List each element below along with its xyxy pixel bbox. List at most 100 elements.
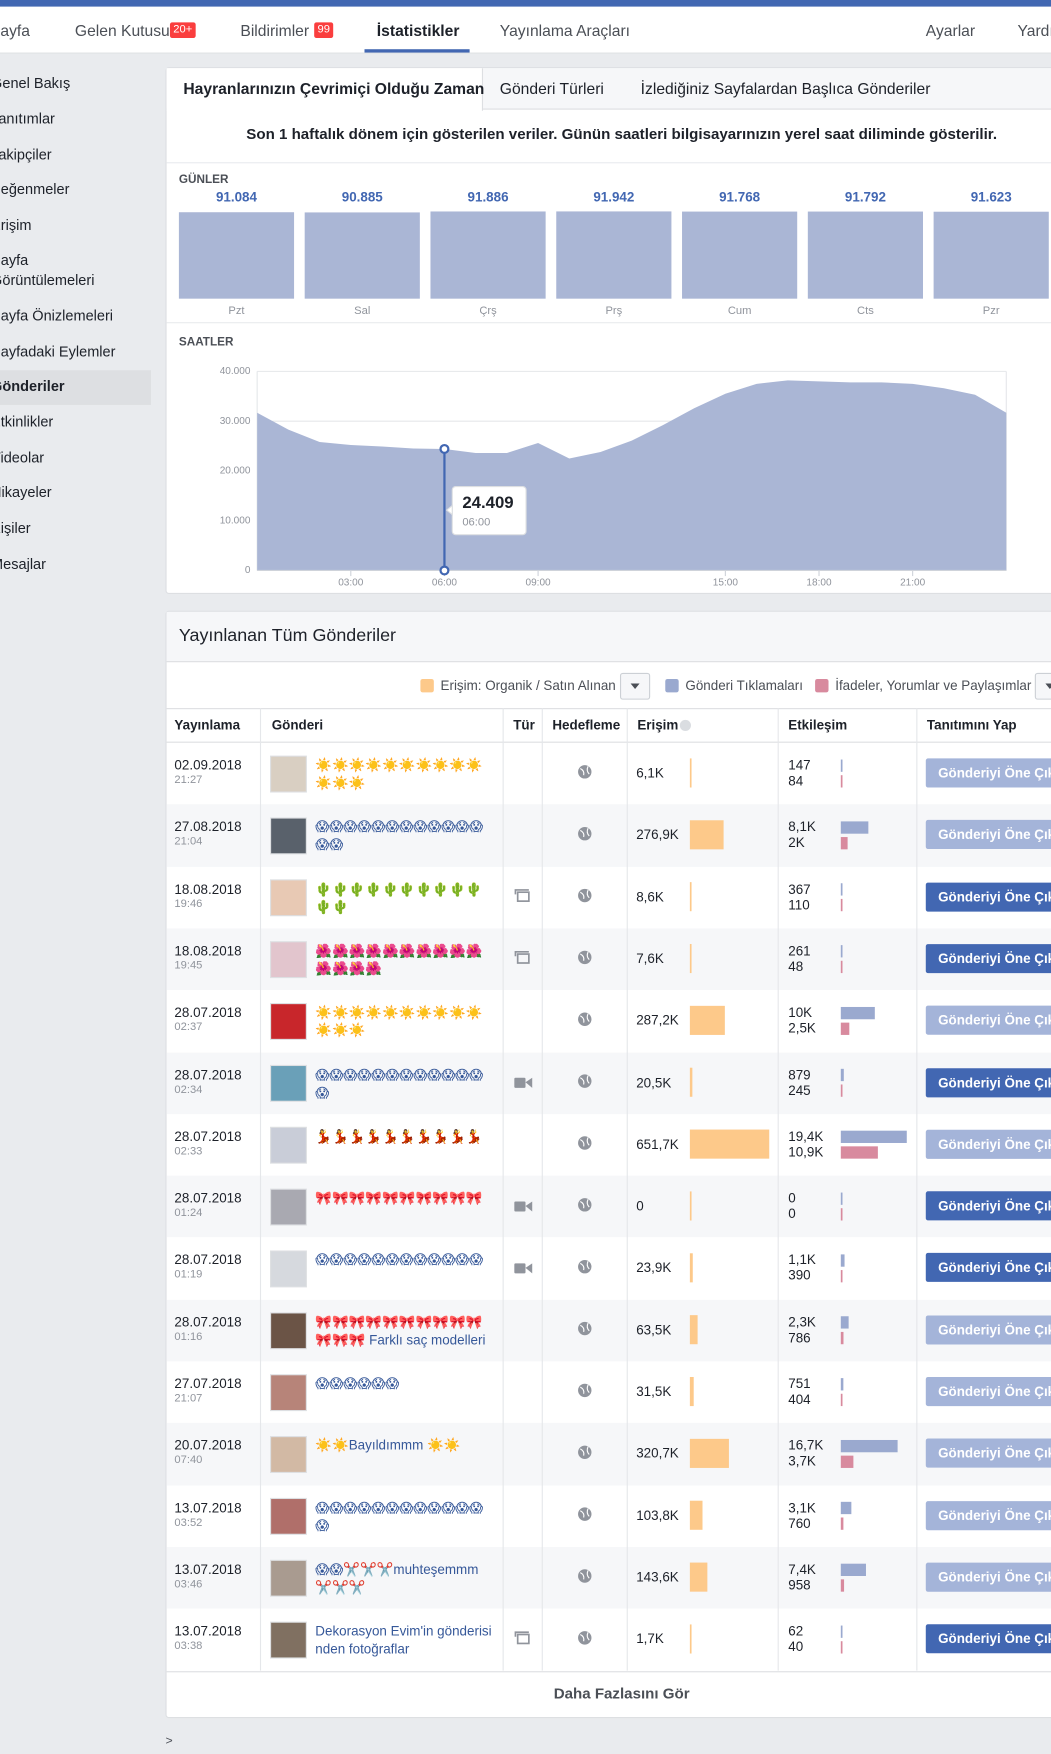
sidebar-item[interactable]: Videolar — [0, 449, 45, 466]
post-date: 13.07.2018 — [174, 1499, 242, 1516]
boost-button[interactable]: Gönderiyi Öne Çıkar — [925, 943, 1051, 974]
sidebar-active-bg — [0, 370, 151, 405]
reactions-label: 404 — [788, 1391, 811, 1408]
boost-button[interactable]: Gönderiyi Öne Çıkar — [925, 1562, 1051, 1592]
post-text[interactable]: 😱😱✂️✂️✂️muhteşemmm✂️✂️✂️ — [315, 1561, 479, 1596]
clicks-label: 62 — [788, 1623, 804, 1639]
reactions-label: 48 — [788, 958, 804, 975]
sidebar-item[interactable]: Etkinlikler — [0, 413, 54, 431]
reach-label: 0 — [636, 1198, 644, 1214]
sidebar-item[interactable]: Sayfadaki Eylemler — [0, 342, 116, 360]
boost-button[interactable]: Gönderiyi Öne Çıkar — [925, 1315, 1051, 1345]
boost-button[interactable]: Gönderiyi Öne Çıkar — [925, 1191, 1051, 1221]
sidebar-item[interactable]: Beğenmeler — [0, 180, 70, 198]
nav-item[interactable]: Yayınlama Araçları — [499, 21, 631, 40]
post-text[interactable]: 🌺🌺🌺🌺🌺🌺🌺🌺🌺🌺🌺🌺🌺🌺 — [315, 942, 483, 977]
nav-item[interactable]: Bildirimler — [240, 21, 310, 40]
sidebar-item[interactable]: Takipçiler — [0, 145, 52, 163]
top-bar — [0, 0, 1051, 7]
boost-button[interactable]: Gönderiyi Öne Çıkar — [925, 758, 1051, 788]
column-header: Yayınlama — [174, 717, 241, 733]
clicks-label: 147 — [788, 757, 811, 773]
post-text[interactable]: 😱😱😱😱😱😱😱😱😱😱😱😱 — [315, 1252, 484, 1268]
clicks-label: 10K — [788, 1004, 813, 1021]
post-text[interactable]: ☀️☀️☀️☀️☀️☀️☀️☀️☀️☀️☀️☀️☀️ — [315, 1004, 483, 1039]
post-text[interactable]: ☀️☀️☀️☀️☀️☀️☀️☀️☀️☀️☀️☀️☀️ — [315, 757, 483, 791]
post-text[interactable]: 💃💃💃💃💃💃💃💃💃💃 — [315, 1128, 483, 1145]
reach-label: 20,5K — [636, 1074, 672, 1091]
nav-item[interactable]: Gelen Kutusu — [74, 21, 170, 40]
post-text[interactable]: ☀️☀️Bayıldımmm ☀️☀️ — [315, 1437, 461, 1454]
boost-button[interactable]: Gönderiyi Öne Çıkar — [925, 882, 1051, 912]
column-header: Gönderi — [271, 717, 324, 733]
nav-item[interactable]: İstatistikler — [376, 21, 460, 40]
sidebar-item[interactable]: Hikayeler — [0, 483, 52, 501]
sidebar-item[interactable]: Mesajlar — [0, 555, 46, 573]
post-text[interactable]: Dekorasyon Evim'in gönderisinden fotoğra… — [315, 1623, 492, 1657]
post-date: 13.07.2018 — [174, 1623, 242, 1639]
post-time: 21:27 — [174, 774, 203, 787]
reach-label: 63,5K — [636, 1321, 672, 1338]
post-date: 28.07.2018 — [174, 1190, 242, 1206]
reach-label: 651,7K — [636, 1136, 679, 1152]
post-time: 21:04 — [174, 835, 203, 849]
post-time: 02:37 — [174, 1021, 203, 1034]
table-header-border — [166, 708, 1051, 743]
boost-button[interactable]: Gönderiyi Öne Çıkar — [925, 1500, 1051, 1530]
reach-label: 23,9K — [636, 1259, 672, 1276]
sidebar-item[interactable]: Genel Bakış — [0, 74, 71, 92]
post-date: 02.09.2018 — [174, 757, 242, 773]
clicks-label: 879 — [788, 1066, 811, 1083]
post-text[interactable]: 😱😱😱😱😱😱😱😱😱😱😱😱😱 — [315, 1499, 484, 1534]
clicks-label: 7,4K — [788, 1561, 816, 1578]
boost-button[interactable]: Gönderiyi Öne Çıkar — [925, 1624, 1051, 1654]
post-date: 18.08.2018 — [174, 881, 242, 897]
more-border — [166, 1670, 1051, 1672]
boost-button[interactable]: Gönderiyi Öne Çıkar — [925, 820, 1051, 850]
row-bg — [166, 1423, 1051, 1486]
nav-badge: 99 — [314, 22, 334, 39]
boost-button[interactable]: Gönderiyi Öne Çıkar — [925, 1129, 1051, 1159]
sidebar-item[interactable]: Gönderiler — [0, 377, 65, 395]
row-bg — [166, 1546, 1051, 1609]
posts-card — [165, 610, 1051, 1719]
boost-button[interactable]: Gönderiyi Öne Çıkar — [925, 1005, 1051, 1035]
boost-button[interactable]: Gönderiyi Öne Çıkar — [925, 1438, 1051, 1468]
sidebar-item[interactable]: Tanıtımlar — [0, 110, 55, 127]
nav-badge: 20+ — [169, 22, 196, 39]
post-text[interactable]: 🎀🎀🎀🎀🎀🎀🎀🎀🎀🎀🎀🎀🎀 Farklı saç modelleri — [315, 1314, 486, 1348]
sidebar-item[interactable]: Kişiler — [0, 519, 31, 537]
tab[interactable]: Hayranlarınızın Çevrimiçi Olduğu Zaman — [183, 79, 485, 98]
post-date: 18.08.2018 — [174, 942, 242, 959]
post-text[interactable]: 🎀🎀🎀🎀🎀🎀🎀🎀🎀🎀 — [315, 1190, 483, 1206]
boost-button[interactable]: Gönderiyi Öne Çıkar — [925, 1253, 1051, 1283]
reactions-label: 786 — [788, 1329, 811, 1346]
post-time: 03:52 — [174, 1516, 203, 1529]
reactions-label: 110 — [788, 896, 810, 913]
post-text[interactable]: 😱😱😱😱😱😱 — [315, 1375, 400, 1392]
legend-label: Erişim: Organik / Satın Alınan — [440, 677, 616, 694]
post-text[interactable]: 😱😱😱😱😱😱😱😱😱😱😱😱😱😱 — [315, 819, 484, 853]
post-date: 28.07.2018 — [174, 1314, 242, 1330]
reach-label: 6,1K — [636, 765, 664, 781]
tab[interactable]: Gönderi Türleri — [499, 79, 604, 98]
footer-mark: > — [165, 1734, 173, 1748]
nav-item[interactable]: Ayarlar — [925, 21, 976, 40]
tab[interactable]: İzlediğiniz Sayfalardan Başlıca Gönderil… — [640, 79, 931, 98]
nav-item[interactable]: Yardım — [1017, 21, 1051, 40]
post-text[interactable]: 🌵🌵🌵🌵🌵🌵🌵🌵🌵🌵🌵🌵 — [315, 881, 483, 915]
post-time: 02:33 — [174, 1145, 203, 1158]
column-header: Erişim — [637, 717, 679, 733]
boost-button[interactable]: Gönderiyi Öne Çıkar — [925, 1067, 1051, 1097]
post-text[interactable]: 😱😱😱😱😱😱😱😱😱😱😱😱😱 — [315, 1066, 484, 1101]
see-more[interactable]: Daha Fazlasını Gör — [553, 1684, 690, 1702]
sidebar-item[interactable]: Sayfa Görüntülemeleri — [0, 251, 95, 289]
post-date: 13.07.2018 — [174, 1561, 242, 1578]
nav-active-underline — [364, 49, 470, 53]
clicks-label: 16,7K — [788, 1437, 824, 1454]
boost-button[interactable]: Gönderiyi Öne Çıkar — [925, 1376, 1051, 1407]
nav-item[interactable]: Sayfa — [0, 21, 30, 40]
sidebar-item[interactable]: Erişim — [0, 216, 32, 234]
sidebar-item[interactable]: Sayfa Önizlemeleri — [0, 307, 114, 324]
